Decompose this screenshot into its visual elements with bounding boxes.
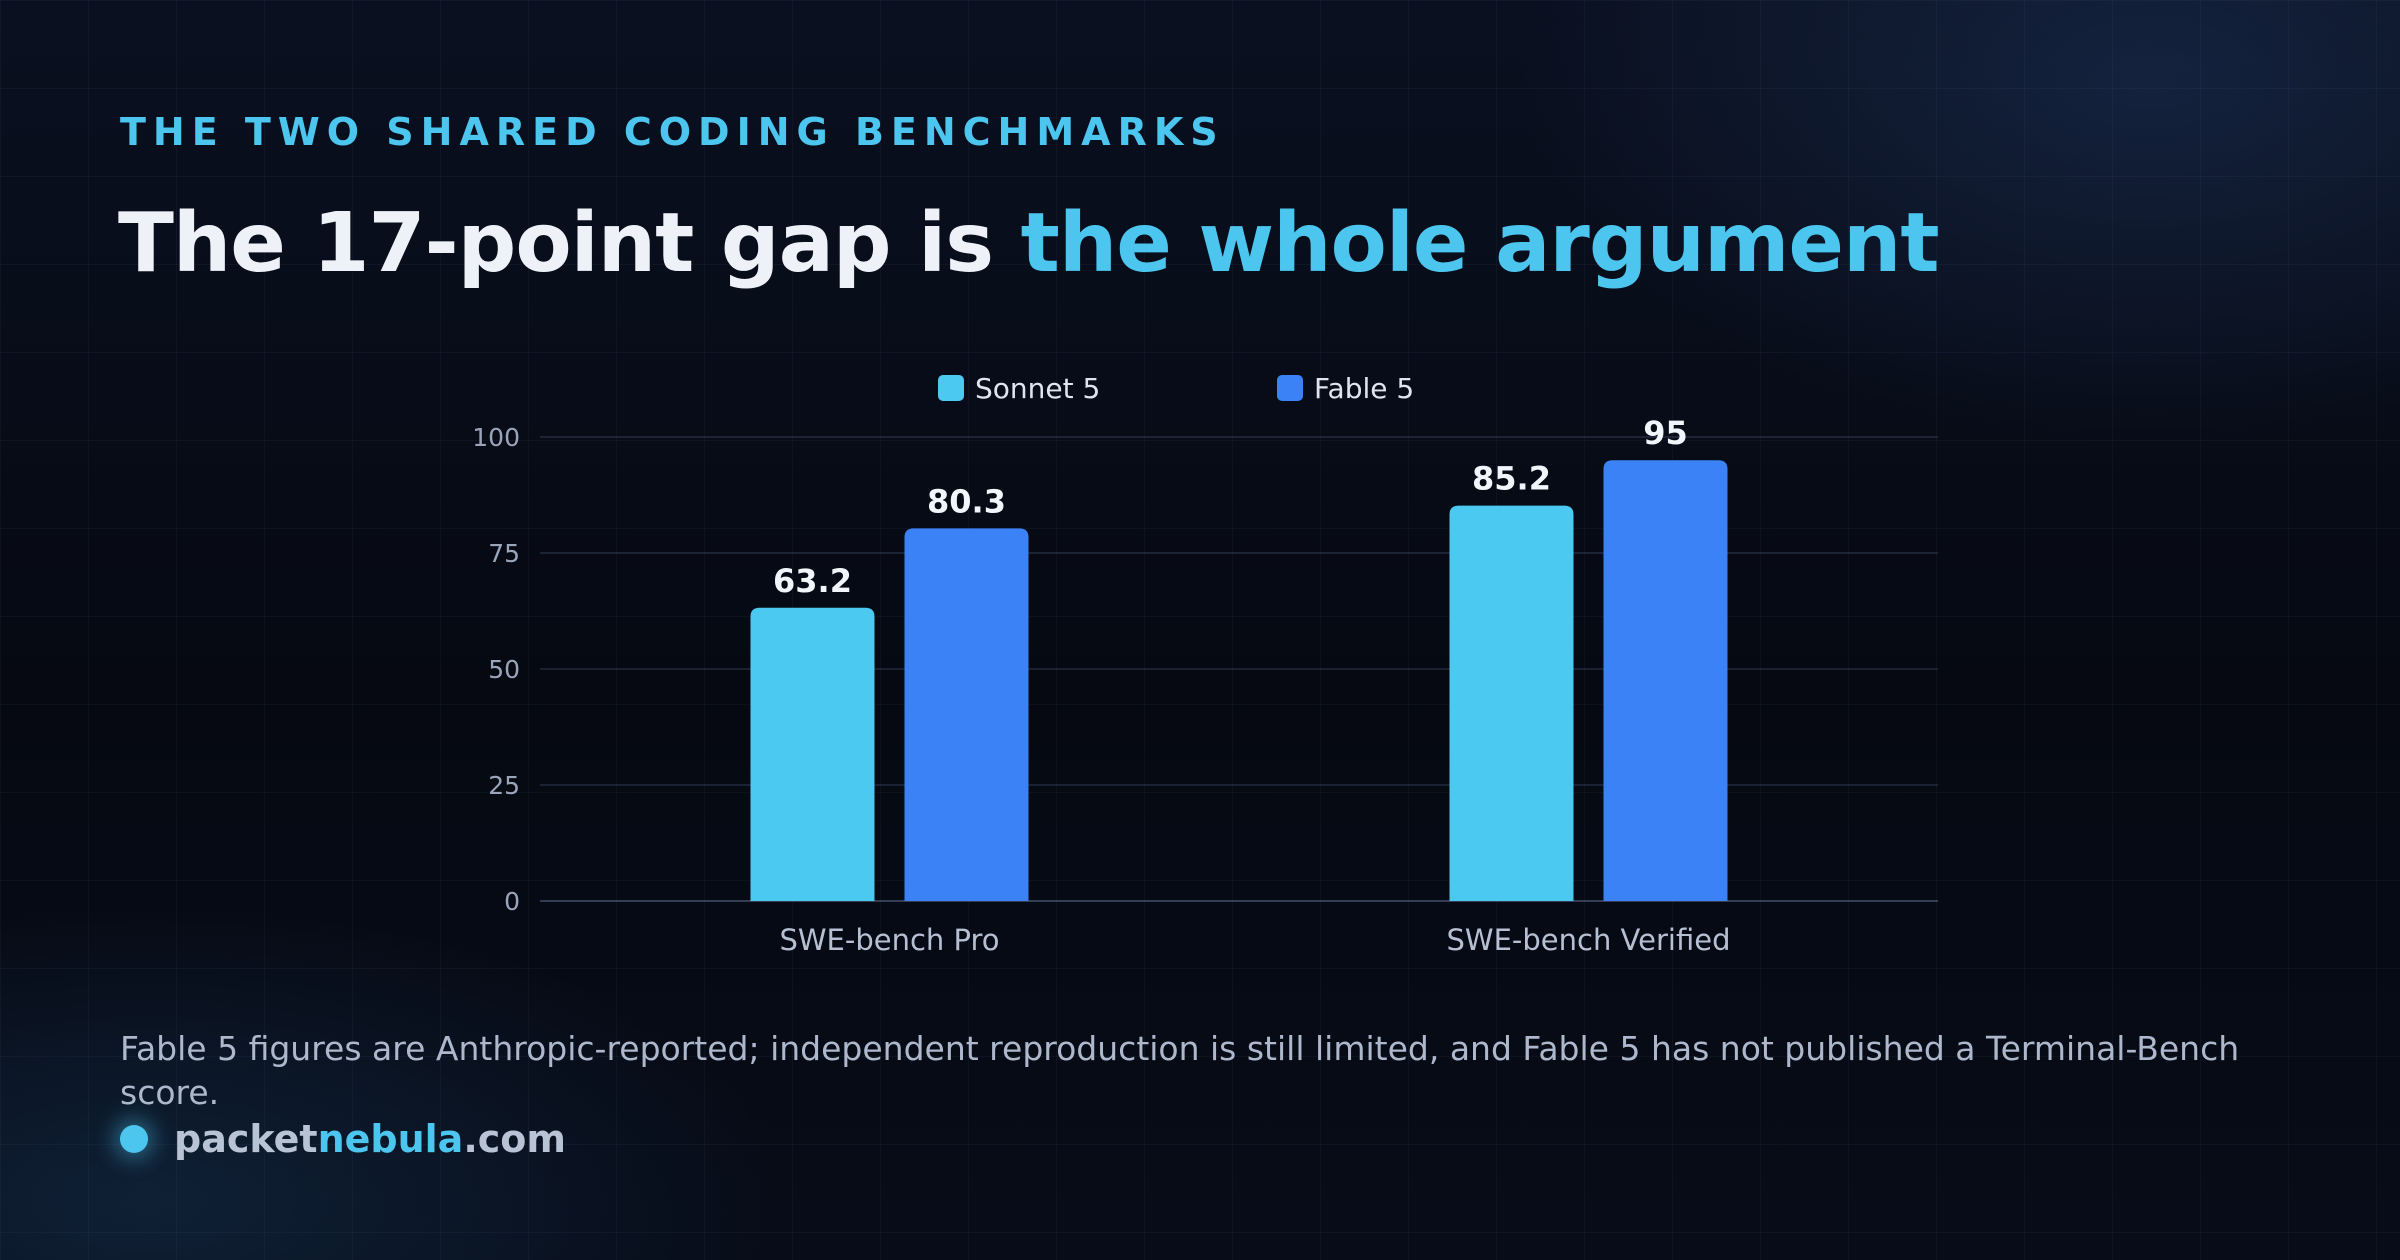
legend-label-1: Fable 5: [1314, 372, 1414, 405]
x-tick-label-1: SWE-bench Verified: [1447, 923, 1731, 957]
brand-dot-icon: [120, 1125, 148, 1153]
title-accent: the whole argument: [1020, 196, 1940, 291]
bar-1-1: [1603, 460, 1728, 901]
data-label-0-1: 85.2: [1472, 460, 1551, 498]
y-tick-label-50: 50: [488, 655, 520, 684]
y-tick-label-75: 75: [488, 539, 520, 568]
legend-swatch-1: [1277, 375, 1303, 401]
brand-part-1: packet: [174, 1117, 318, 1161]
bar-0-1: [1449, 505, 1574, 901]
brand-part-2: nebula: [317, 1117, 464, 1161]
bar-0-0: [750, 607, 875, 901]
eyebrow-label: THE TWO SHARED CODING BENCHMARKS: [120, 110, 1225, 154]
page-title: The 17-point gap is the whole argument: [118, 196, 1940, 291]
legend-swatch-0: [938, 375, 964, 401]
y-tick-label-0: 0: [504, 887, 520, 916]
x-tick-label-0: SWE-bench Pro: [779, 923, 999, 957]
bar-1-0: [904, 528, 1029, 901]
data-label-1-0: 80.3: [927, 482, 1006, 520]
data-label-1-1: 95: [1643, 414, 1688, 452]
y-tick-label-25: 25: [488, 771, 520, 800]
title-lead: The 17-point gap is: [118, 196, 1021, 291]
footnote: Fable 5 figures are Anthropic-reported; …: [120, 1029, 2240, 1112]
data-label-0-0: 63.2: [773, 562, 852, 600]
legend-label-0: Sonnet 5: [975, 372, 1100, 405]
brand-logo: packet nebula .com: [120, 1117, 566, 1161]
brand-part-3: .com: [463, 1117, 566, 1161]
y-tick-label-100: 100: [472, 423, 520, 452]
